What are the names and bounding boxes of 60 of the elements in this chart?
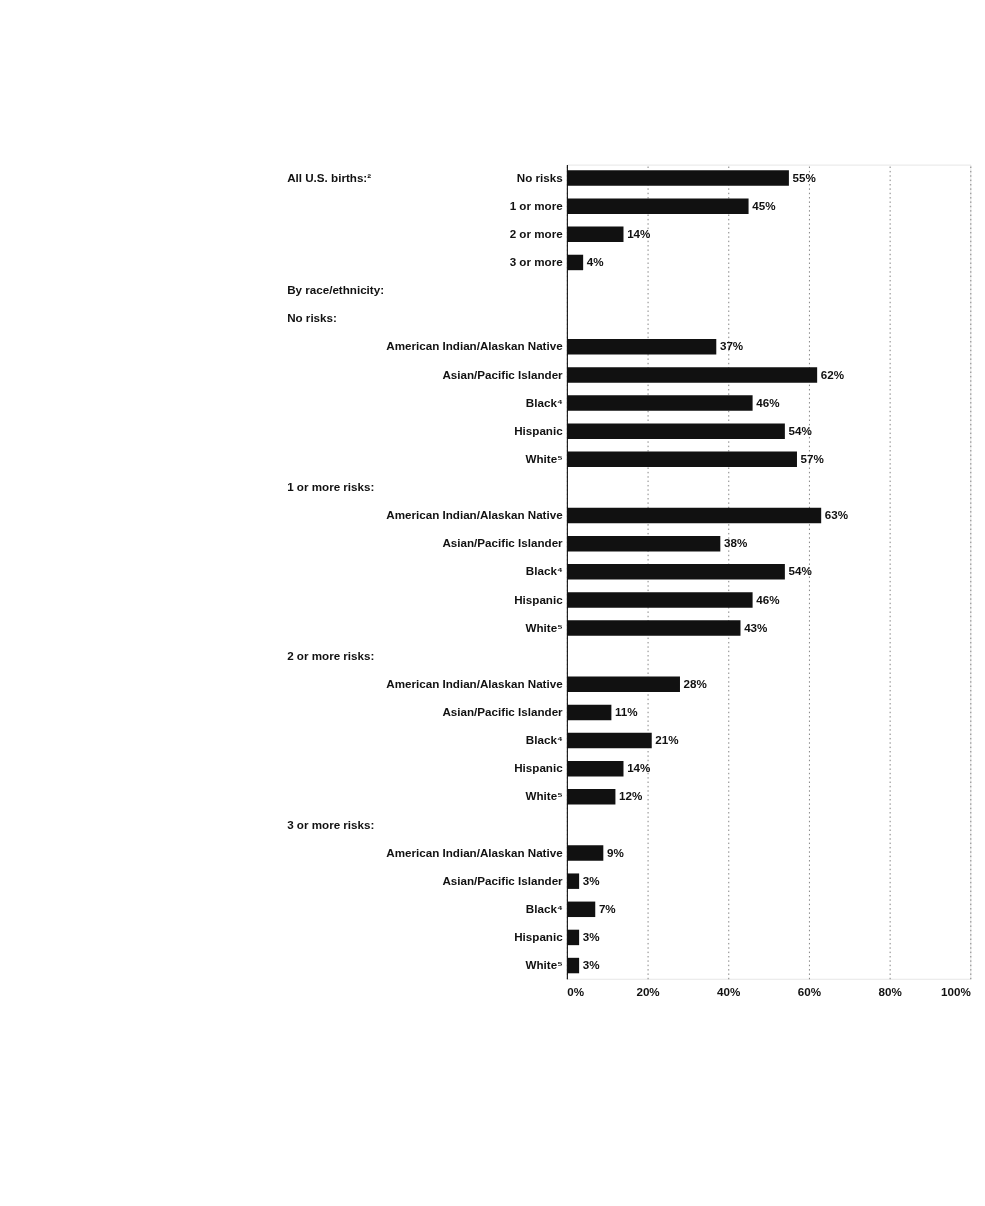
data-label: 9% <box>606 845 625 859</box>
x-tick-label: 80% <box>878 984 903 998</box>
y-tick-label: American Indian/Alaskan Native <box>386 508 564 522</box>
y-tick-label: Asian/Pacific Islander <box>442 705 564 719</box>
y-tick-label: Black⁴ <box>525 901 563 915</box>
y-tick-label: No risks <box>516 170 563 184</box>
y-tick-label: American Indian/Alaskan Native <box>386 339 564 353</box>
data-label: 63% <box>824 508 849 522</box>
data-label: 57% <box>800 451 825 465</box>
y-tick-label: Black⁴ <box>525 564 563 578</box>
x-tick-label: 40% <box>717 984 742 998</box>
data-label: 38% <box>723 536 748 550</box>
data-label: 62% <box>820 367 845 381</box>
y-tick-label: American Indian/Alaskan Native <box>386 845 564 859</box>
data-label: 3% <box>582 873 601 887</box>
data-label: 43% <box>744 620 769 634</box>
y-tick-label: Hispanic <box>514 761 564 775</box>
data-label: 3% <box>582 930 601 944</box>
y-tick-label: Hispanic <box>514 592 564 606</box>
x-tick-label: 0% <box>567 984 585 998</box>
text: All U.S. births:² <box>287 170 372 184</box>
data-label: 54% <box>788 423 813 437</box>
y-tick-label: White⁵ <box>525 451 563 465</box>
data-label: 45% <box>752 198 777 212</box>
y-tick-label: 3 or more <box>509 255 564 269</box>
data-label: 55% <box>792 170 817 184</box>
y-tick-label: White⁵ <box>525 958 563 972</box>
data-label: 14% <box>627 226 652 240</box>
y-tick-label: White⁵ <box>525 620 563 634</box>
data-label: 21% <box>655 733 680 747</box>
y-tick-label: American Indian/Alaskan Native <box>386 676 564 690</box>
y-tick-label: 2 or more <box>509 226 564 240</box>
x-tick-label: 100% <box>941 984 972 998</box>
data-label: 11% <box>615 705 639 719</box>
y-tick-label: 1 or more <box>509 198 564 212</box>
data-label: 3% <box>582 958 601 972</box>
data-label: 37% <box>719 339 744 353</box>
y-tick-label: Hispanic <box>514 423 564 437</box>
data-label: 54% <box>788 564 813 578</box>
x-tick-label: 20% <box>636 984 661 998</box>
y-tick-label: White⁵ <box>525 789 563 803</box>
data-label: 14% <box>627 761 652 775</box>
text: 3 or more risks: <box>287 817 375 831</box>
y-tick-label: Hispanic <box>514 930 564 944</box>
data-label: 12% <box>619 789 643 803</box>
data-label: 46% <box>756 592 781 606</box>
y-tick-label: Black⁴ <box>525 733 563 747</box>
data-label: 4% <box>586 255 605 269</box>
text: 2 or more risks: <box>287 648 375 662</box>
text: By race/ethnicity: <box>287 283 385 297</box>
text: No risks: <box>287 311 337 325</box>
data-label: 28% <box>683 676 708 690</box>
y-tick-label: Black⁴ <box>525 395 563 409</box>
y-tick-label: Asian/Pacific Islander <box>442 536 564 550</box>
y-tick-label: Asian/Pacific Islander <box>442 367 564 381</box>
data-label: 46% <box>756 395 781 409</box>
x-tick-label: 60% <box>797 984 822 998</box>
data-label: 7% <box>598 901 617 915</box>
text: 1 or more risks: <box>287 480 375 494</box>
y-tick-label: Asian/Pacific Islander <box>442 873 564 887</box>
